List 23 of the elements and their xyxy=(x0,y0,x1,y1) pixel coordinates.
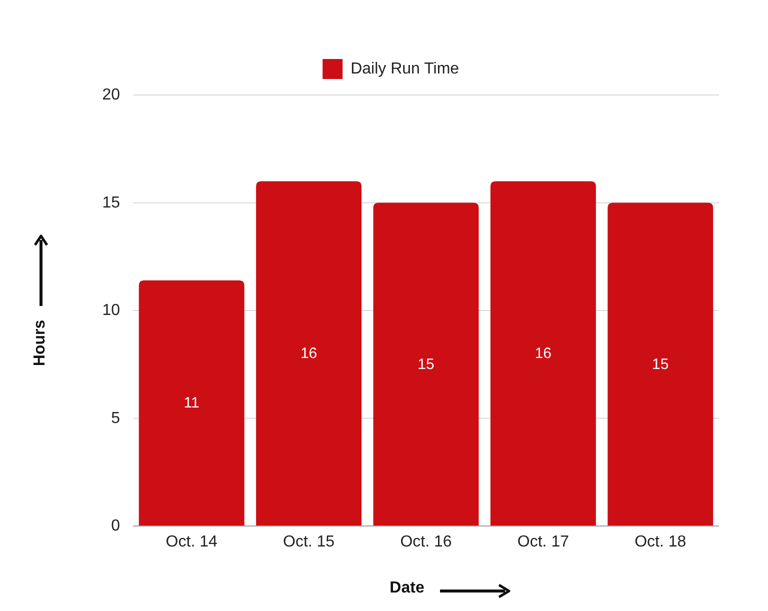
y-tick-label: 5 xyxy=(111,410,120,427)
bar xyxy=(138,280,244,526)
data-label: 16 xyxy=(534,345,552,362)
y-tick-label: 15 xyxy=(102,194,120,212)
x-tick-label: Oct. 18 xyxy=(634,534,686,550)
x-tick-label: Oct. 16 xyxy=(400,534,452,550)
data-label: 11 xyxy=(184,394,200,412)
y-tick-label: 20 xyxy=(102,86,120,104)
data-label: 15 xyxy=(652,356,669,373)
x-tick-label: Oct. 14 xyxy=(166,534,218,550)
bar xyxy=(490,181,596,526)
x-tick-label: Oct. 15 xyxy=(283,534,335,550)
bar xyxy=(608,202,714,526)
y-axis-title: Hours xyxy=(32,320,48,366)
data-label: 15 xyxy=(418,356,434,373)
bar xyxy=(256,181,362,526)
data-label: 16 xyxy=(300,345,318,362)
legend-label: Daily Run Time xyxy=(350,60,460,78)
bar xyxy=(373,202,479,526)
x-tick-label: Oct. 17 xyxy=(517,534,570,550)
x-axis-title: Date xyxy=(390,580,424,596)
y-tick-label: 0 xyxy=(111,518,120,534)
y-tick-label: 10 xyxy=(102,302,120,319)
